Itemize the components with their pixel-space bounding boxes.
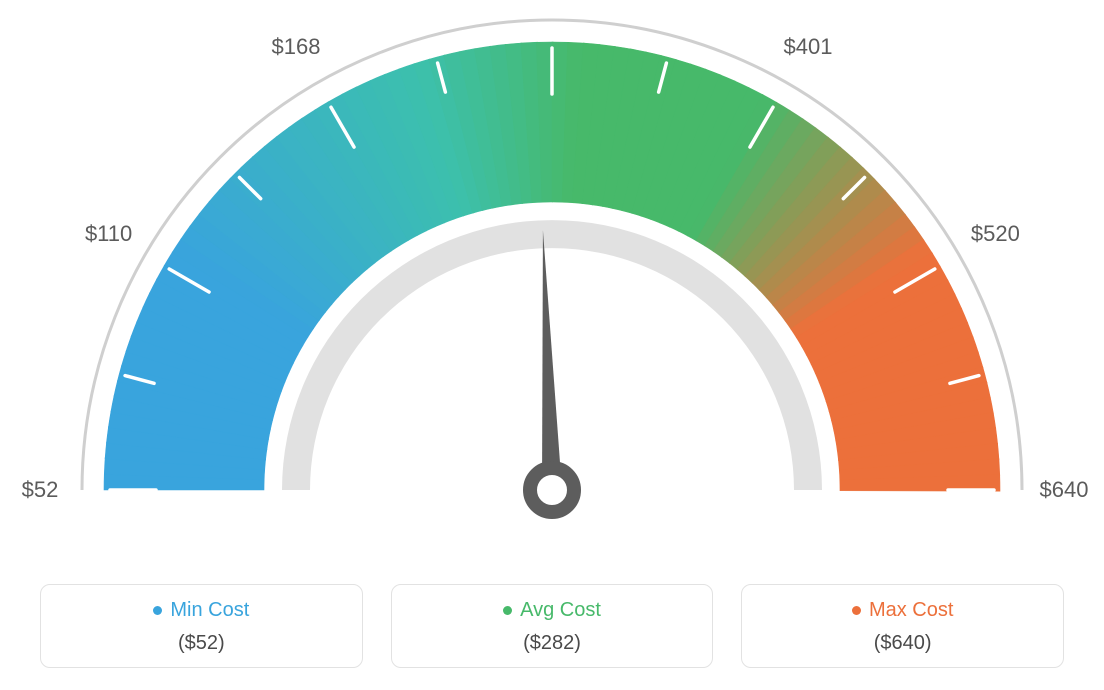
legend-card-min: Min Cost ($52)	[40, 584, 363, 668]
legend-title-min-text: Min Cost	[170, 599, 249, 622]
legend-row: Min Cost ($52) Avg Cost ($282) Max Cost …	[40, 584, 1064, 668]
gauge-tick-label: $640	[1040, 477, 1089, 503]
gauge-tick-label: $52	[22, 477, 59, 503]
gauge-svg	[0, 0, 1104, 560]
legend-title-max-text: Max Cost	[869, 599, 953, 622]
legend-title-max: Max Cost	[852, 599, 953, 622]
legend-value-avg: ($282)	[402, 632, 703, 655]
legend-value-max: ($640)	[752, 632, 1053, 655]
gauge-tick-label: $168	[272, 34, 321, 60]
legend-title-avg-text: Avg Cost	[520, 599, 601, 622]
legend-title-avg: Avg Cost	[503, 599, 601, 622]
legend-dot-min	[153, 606, 162, 615]
gauge-chart-container: $52$110$168$282$401$520$640 Min Cost ($5…	[0, 0, 1104, 690]
legend-dot-avg	[503, 606, 512, 615]
legend-card-max: Max Cost ($640)	[741, 584, 1064, 668]
gauge-tick-label: $520	[971, 221, 1020, 247]
legend-title-min: Min Cost	[153, 599, 249, 622]
gauge-area: $52$110$168$282$401$520$640	[0, 0, 1104, 560]
legend-card-avg: Avg Cost ($282)	[391, 584, 714, 668]
gauge-tick-label: $401	[784, 34, 833, 60]
legend-dot-max	[852, 606, 861, 615]
legend-value-min: ($52)	[51, 632, 352, 655]
gauge-tick-label: $110	[85, 221, 132, 247]
